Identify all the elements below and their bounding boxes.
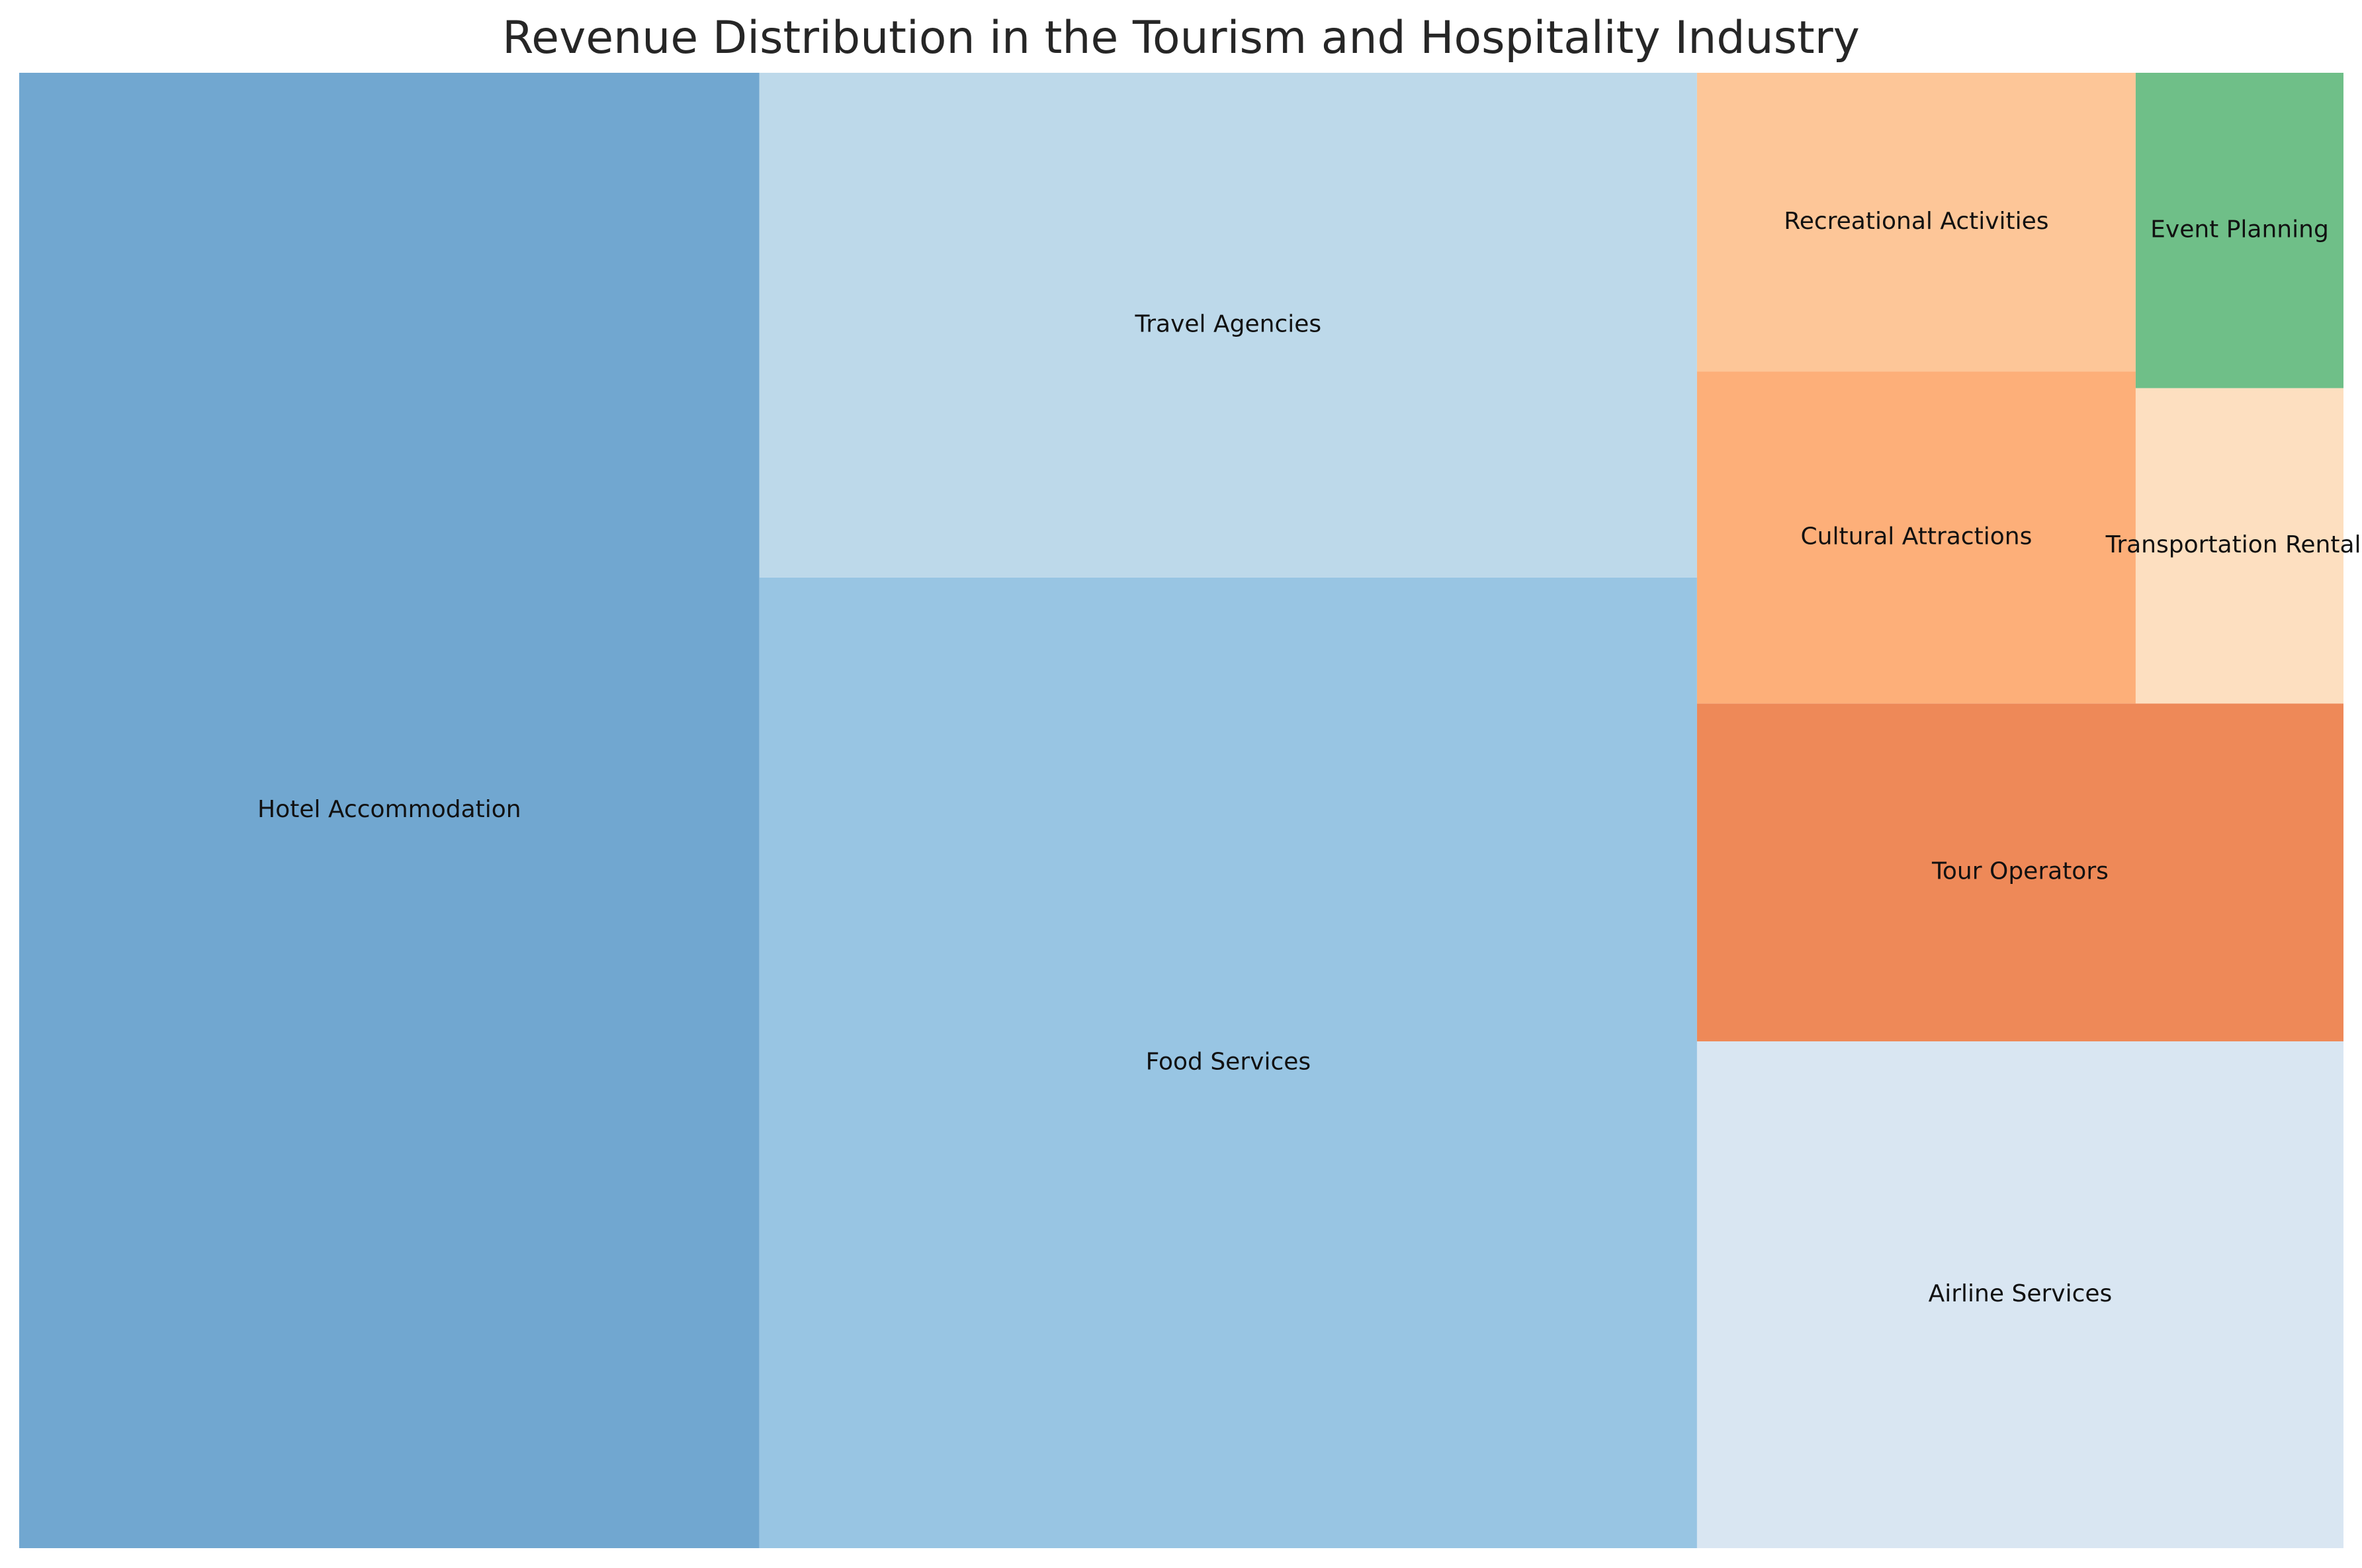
treemap-label-cultural-attractions: Cultural Attractions bbox=[1801, 523, 2033, 550]
treemap-cell-cultural-attractions: Cultural Attractions bbox=[1696, 371, 2136, 704]
treemap-label-tour-operators: Tour Operators bbox=[1931, 858, 2109, 885]
treemap-cell-food-services: Food Services bbox=[759, 577, 1697, 1548]
treemap-rect-food-services bbox=[759, 577, 1697, 1548]
treemap-label-travel-agencies: Travel Agencies bbox=[1135, 310, 1322, 337]
treemap-rect-hotel-accommodation bbox=[19, 73, 760, 1548]
treemap-rect-recreational-activities bbox=[1696, 73, 2136, 372]
treemap-label-airline-services: Airline Services bbox=[1929, 1280, 2113, 1307]
treemap-rect-airline-services bbox=[1696, 1041, 2343, 1548]
treemap-label-recreational-activities: Recreational Activities bbox=[1784, 208, 2048, 235]
treemap-rect-event-planning bbox=[2135, 73, 2343, 388]
treemap-rect-tour-operators bbox=[1696, 703, 2343, 1041]
treemap-rect-travel-agencies bbox=[759, 73, 1697, 578]
chart-title: Revenue Distribution in the Tourism and … bbox=[502, 12, 1860, 64]
treemap-cell-recreational-activities: Recreational Activities bbox=[1696, 73, 2136, 372]
treemap-cell-hotel-accommodation: Hotel Accommodation bbox=[19, 73, 760, 1548]
treemap-cell-travel-agencies: Travel Agencies bbox=[759, 73, 1697, 578]
treemap-cell-transportation-rentals: Transportation Rentals bbox=[2105, 388, 2362, 704]
treemap-label-hotel-accommodation: Hotel Accommodation bbox=[257, 796, 521, 823]
treemap-rect-transportation-rentals bbox=[2135, 388, 2343, 704]
treemap-label-transportation-rentals: Transportation Rentals bbox=[2105, 531, 2362, 558]
treemap-cell-airline-services: Airline Services bbox=[1696, 1041, 2343, 1548]
treemap-label-food-services: Food Services bbox=[1146, 1048, 1311, 1075]
treemap-cell-event-planning: Event Planning bbox=[2135, 73, 2343, 388]
treemap-rect-cultural-attractions bbox=[1696, 371, 2136, 704]
treemap-cell-tour-operators: Tour Operators bbox=[1696, 703, 2343, 1041]
treemap-label-event-planning: Event Planning bbox=[2150, 216, 2329, 243]
